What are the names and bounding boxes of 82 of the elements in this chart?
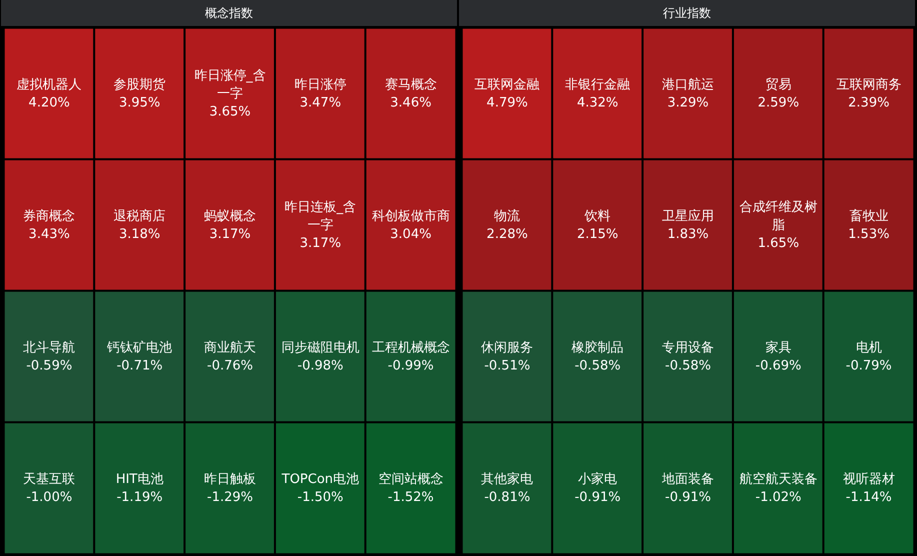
data-label: 2.15%: [576, 226, 618, 242]
category-label: 港口航运: [662, 77, 714, 92]
data-label: -0.69%: [755, 358, 802, 374]
data-label: -0.79%: [846, 358, 892, 374]
category-label: 其他家电: [481, 470, 534, 487]
category-label: 互联网商务: [836, 77, 902, 92]
category-label: 电机: [856, 340, 882, 356]
category-label: HIT电池: [116, 472, 164, 487]
data-label: 4.32%: [576, 95, 618, 110]
data-label: 3.43%: [28, 226, 70, 242]
category-label: 专用设备: [662, 340, 714, 356]
category-label: 贸易: [765, 77, 792, 92]
data-label: -1.14%: [846, 490, 892, 505]
data-label: -1.52%: [388, 490, 434, 505]
data-label: 3.65%: [209, 104, 251, 120]
data-label: 1.65%: [758, 236, 800, 251]
data-label: -0.71%: [116, 358, 163, 374]
data-label: -1.02%: [755, 490, 802, 505]
category-label: 空间站概念: [378, 472, 444, 487]
category-label: 赛马概念: [384, 76, 437, 92]
data-label: 1.83%: [667, 226, 709, 242]
data-label: 4.79%: [486, 95, 528, 110]
data-label: 4.20%: [28, 95, 70, 110]
category-label: 钙钛矿电池: [106, 340, 172, 356]
data-label: 3.95%: [118, 95, 160, 110]
data-label: -0.81%: [484, 490, 530, 505]
category-label: 工程机械概念: [372, 340, 450, 356]
header-strip: 行业指数: [458, 0, 916, 26]
category-label: 地面装备: [661, 472, 714, 487]
data-label: -0.91%: [574, 490, 621, 505]
category-label: 卫星应用: [662, 208, 714, 224]
category-label: 非银行金融: [565, 77, 630, 92]
category-label: 虚拟机器人: [16, 77, 82, 92]
category-label: 互联网金融: [474, 77, 540, 92]
data-label: 1.53%: [848, 226, 890, 242]
data-label: -1.00%: [26, 490, 72, 505]
category-label: 科创板做市商: [372, 208, 450, 224]
data-label: 3.29%: [667, 95, 709, 110]
data-label: 2.39%: [848, 95, 890, 110]
data-label: 3.18%: [118, 226, 160, 242]
data-label: 3.46%: [390, 95, 432, 110]
category-label: 小家电: [578, 470, 618, 487]
category-label: 商业航天: [204, 340, 256, 356]
category-label: TOPCon电池: [280, 472, 360, 487]
category-label: 航空航天装备: [739, 472, 818, 487]
category-label: 参股期货: [114, 77, 166, 92]
data-label: -0.98%: [297, 358, 344, 374]
data-label: -0.91%: [665, 490, 711, 505]
category-label: 昨日连板_含一字: [284, 200, 356, 233]
category-label: 昨日涨停: [294, 77, 346, 92]
data-label: 3.47%: [300, 95, 342, 110]
data-label: -1.29%: [207, 490, 253, 505]
data-label: -0.51%: [484, 358, 530, 374]
data-label: -1.19%: [116, 490, 163, 505]
category-label: 家具: [765, 339, 792, 356]
category-label: 饮料: [584, 208, 611, 224]
data-label: 3.04%: [390, 226, 432, 242]
data-label: 2.28%: [486, 226, 528, 242]
data-label: -1.50%: [297, 490, 344, 505]
data-label: -0.58%: [574, 358, 621, 374]
category-label: 橡胶制品: [572, 340, 624, 356]
data-label: 3.17%: [209, 226, 251, 242]
category-label: 畜牧业: [849, 208, 888, 224]
category-label: 退税商店: [114, 208, 166, 224]
category-label: 北斗导航: [23, 340, 76, 356]
data-label: -0.76%: [207, 358, 253, 374]
category-label: 休闲服务: [481, 340, 534, 356]
data-label: -0.99%: [388, 358, 434, 374]
data-label: -0.58%: [665, 358, 711, 374]
category-label: 同步磁阻电机: [281, 340, 360, 356]
category-label: 物流: [494, 208, 520, 224]
data-label: 2.59%: [758, 95, 800, 110]
category-label: 昨日触板: [204, 472, 256, 487]
header-strip: 概念指数: [0, 0, 458, 26]
category-label: 视听器材: [842, 472, 895, 487]
category-label: 券商概念: [23, 208, 76, 224]
category-label: 昨日涨停_含一字: [194, 68, 266, 102]
category-label: 蚂蚁概念: [204, 208, 256, 224]
data-label: -0.59%: [26, 358, 72, 374]
data-label: 3.17%: [300, 236, 342, 251]
category-label: 合成纤维及树脂: [739, 200, 818, 233]
category-label: 天基互联: [23, 472, 76, 487]
